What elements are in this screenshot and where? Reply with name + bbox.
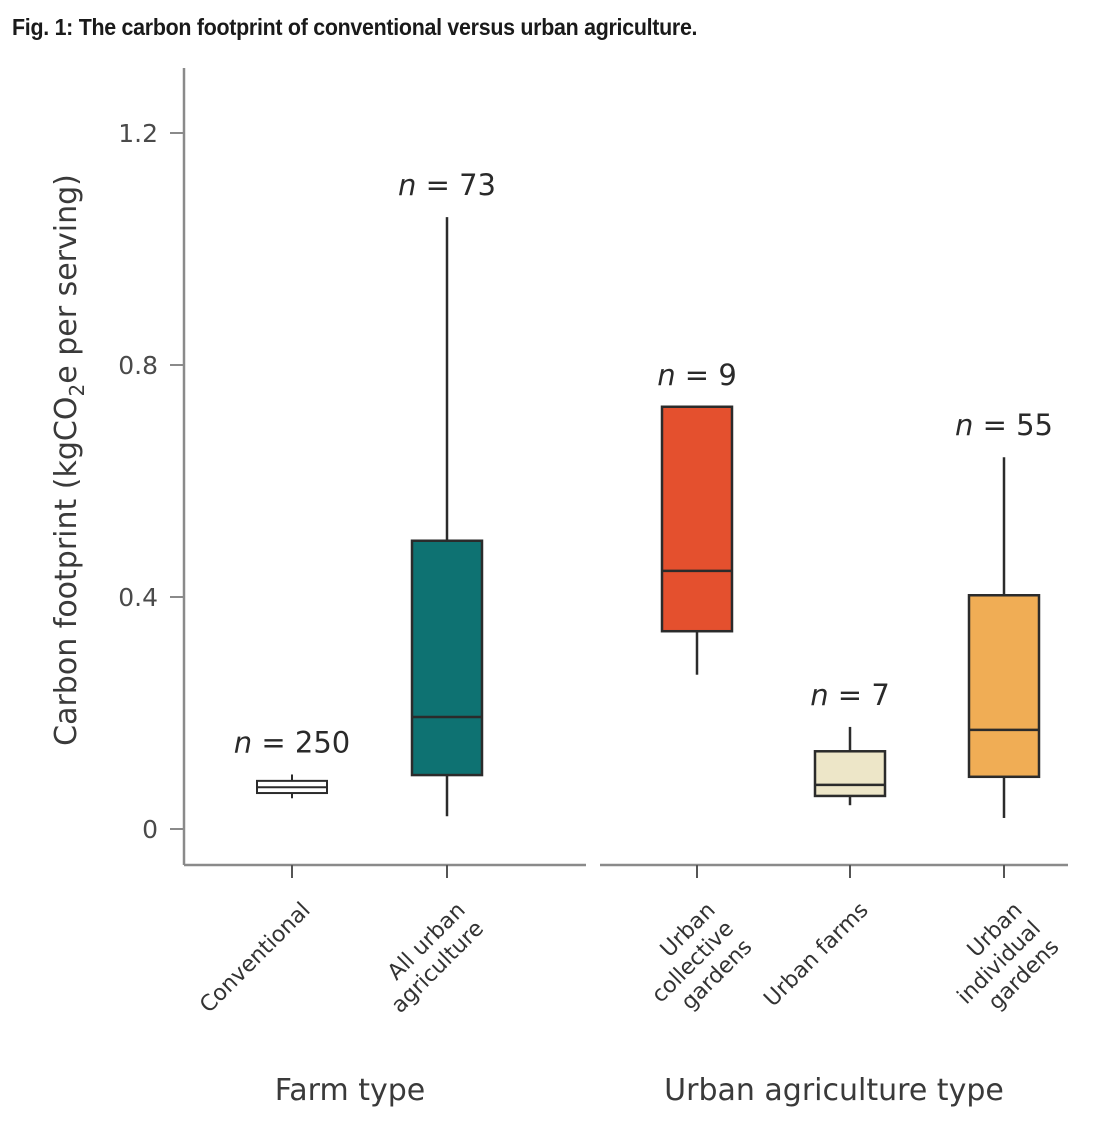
category-label: Urban farms (759, 898, 873, 1012)
n-symbol: n (398, 168, 416, 202)
y-axis-title: Carbon footprint (kgCO2e per serving) (49, 174, 89, 746)
n-symbol: n (234, 725, 252, 759)
n-value: = 55 (973, 408, 1053, 442)
n-count-label: n = 250 (234, 725, 350, 759)
labels: Carbon footprint (kgCO2e per serving) Far… (49, 168, 1064, 1108)
category-label-line: Conventional (195, 898, 315, 1018)
y-tick-label: 0.8 (118, 351, 158, 380)
category-label: Urbanindividualgardens (934, 898, 1064, 1028)
category-label: All urbanagriculture (368, 898, 489, 1019)
y-axis-title-subscript: 2 (65, 384, 89, 397)
n-count-label: n = 55 (955, 408, 1053, 442)
box-iqr (813, 750, 887, 798)
y-tick-label: 0.4 (118, 583, 158, 612)
category-label-line: Urban farms (759, 898, 873, 1012)
box-iqr (410, 539, 484, 777)
n-value: = 250 (252, 725, 350, 759)
n-count-label: n = 9 (657, 358, 737, 392)
n-symbol: n (955, 408, 973, 442)
n-symbol: n (810, 678, 828, 712)
axes: 0 0.4 0.8 1.2 (118, 68, 1068, 878)
y-axis-title-main: Carbon footprint (kgCO (49, 397, 84, 746)
n-count-label: n = 73 (398, 168, 496, 202)
category-label: Urbancollectivegardens (629, 898, 757, 1026)
n-symbol: n (657, 358, 675, 392)
category-label: Conventional (195, 898, 315, 1018)
n-value: = 73 (416, 168, 496, 202)
y-axis-title-tail: e per serving) (49, 174, 84, 384)
boxes (256, 217, 1041, 818)
n-count-label: n = 7 (810, 678, 890, 712)
n-value: = 7 (829, 678, 890, 712)
n-value: = 9 (676, 358, 737, 392)
y-tick-label: 0 (142, 815, 158, 844)
figure-title: Fig. 1: The carbon footprint of conventi… (12, 14, 698, 40)
y-tick-label: 1.2 (118, 119, 158, 148)
x-axis-title: Farm type (275, 1073, 425, 1108)
box-iqr (967, 594, 1041, 779)
box-iqr (660, 405, 734, 633)
x-axis-title: Urban agriculture type (664, 1073, 1004, 1108)
